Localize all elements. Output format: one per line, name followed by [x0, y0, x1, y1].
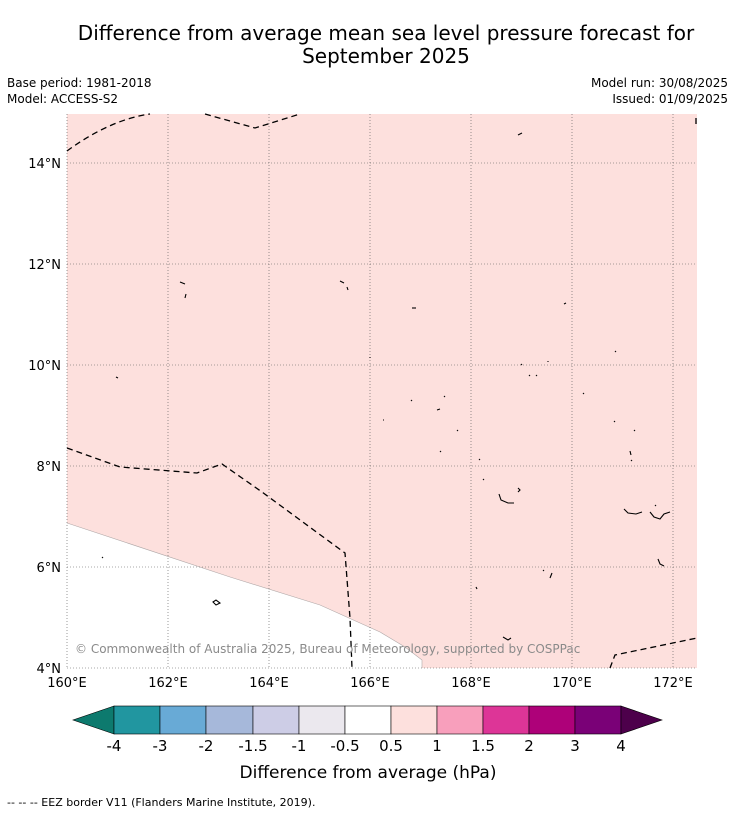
colorbar-segment	[574, 705, 622, 735]
colorbar-segment	[113, 705, 161, 735]
lat-label: 14°N	[28, 157, 61, 172]
island	[410, 395, 446, 411]
colorbar-extend-high	[620, 705, 663, 735]
island	[502, 636, 512, 641]
colorbar-tick-label: 4	[616, 737, 626, 755]
colorbar-segment	[205, 705, 254, 735]
gridlines	[66, 114, 697, 669]
lon-label: 166°E	[350, 676, 390, 691]
island	[475, 586, 478, 590]
colorbar-segment	[528, 705, 576, 735]
meta-right: Model run: 30/08/2025 Issued: 01/09/2025	[591, 75, 728, 107]
longitude-labels: 160°E 162°E 164°E 166°E 168°E 170°E 172°E	[47, 676, 693, 691]
island	[101, 504, 665, 567]
contour-line	[66, 522, 423, 668]
colorbar-segment	[390, 705, 438, 735]
issued-date: Issued: 01/09/2025	[612, 92, 728, 106]
colorbar-tick-label: -1	[292, 737, 307, 755]
lat-label: 10°N	[28, 359, 61, 374]
colorbar-segment	[298, 705, 346, 735]
eez-border-southeast	[609, 637, 698, 669]
title-line-1: Difference from average mean sea level p…	[77, 21, 695, 45]
island	[439, 450, 633, 481]
colorbar-tick-label: -4	[107, 737, 122, 755]
lon-label: 160°E	[47, 676, 87, 691]
base-period: Base period: 1981-2018	[7, 76, 152, 90]
island	[339, 280, 349, 291]
model-name: Model: ACCESS-S2	[7, 92, 119, 106]
colorbar-tick-label: 0.5	[379, 737, 403, 755]
lon-label: 164°E	[249, 676, 289, 691]
colorbar-tick-label: -3	[153, 737, 168, 755]
eez-border-north	[66, 113, 301, 152]
map-title: Difference from average mean sea level p…	[0, 22, 736, 68]
eez-borders	[66, 113, 698, 669]
title-line-2: September 2025	[302, 44, 470, 68]
island	[563, 302, 567, 305]
colorbar-label: Difference from average (hPa)	[240, 763, 497, 783]
colorbar-tick-label: 3	[570, 737, 580, 755]
colorbar-tick-label: 1	[432, 737, 442, 755]
islands	[101, 132, 671, 641]
island	[528, 374, 585, 395]
colorbar-extend-low	[72, 705, 115, 735]
latitude-labels: 14°N 12°N 10°N 8°N 6°N 4°N	[28, 157, 61, 677]
colorbar-segment	[344, 705, 392, 735]
lat-label: 6°N	[37, 561, 62, 576]
island	[212, 599, 222, 606]
island	[520, 350, 617, 366]
colorbar-tick-label: -2	[199, 737, 214, 755]
lon-label: 168°E	[451, 676, 491, 691]
colorbar-tick-label: 2	[524, 737, 534, 755]
lon-label: 172°E	[653, 676, 693, 691]
colorbar-tick-label: -1.5	[238, 737, 267, 755]
island	[542, 569, 553, 579]
island	[115, 376, 119, 379]
colorbar: -4 -3 -2 -1.5 -1 -0.5 0.5 1 1.5 2 3 4	[72, 705, 663, 755]
lon-label: 162°E	[148, 676, 188, 691]
lon-label: 170°E	[552, 676, 592, 691]
island-atoll	[623, 508, 671, 520]
map-area	[66, 114, 697, 668]
anomaly-fill-white	[67, 523, 422, 668]
lat-label: 8°N	[37, 460, 62, 475]
colorbar-segment	[482, 705, 530, 735]
colorbar-segment	[159, 705, 207, 735]
model-run: Model run: 30/08/2025	[590, 76, 728, 90]
colorbar-tick-label: 1.5	[471, 737, 495, 755]
eez-border-central	[66, 447, 353, 669]
island	[517, 132, 523, 136]
island	[179, 281, 187, 299]
colorbar-segment	[436, 705, 484, 735]
lat-label: 12°N	[28, 258, 61, 273]
island-atoll	[498, 487, 521, 504]
lat-label: 4°N	[37, 662, 62, 677]
island	[383, 419, 636, 432]
meta-left: Base period: 1981-2018 Model: ACCESS-S2	[7, 75, 152, 107]
colorbar-segment	[252, 705, 300, 735]
footer-legend: -- -- -- EEZ border V11 (Flanders Marine…	[7, 796, 316, 809]
copyright-text: © Commonwealth of Australia 2025, Bureau…	[75, 642, 580, 656]
colorbar-tick-label: -0.5	[330, 737, 359, 755]
